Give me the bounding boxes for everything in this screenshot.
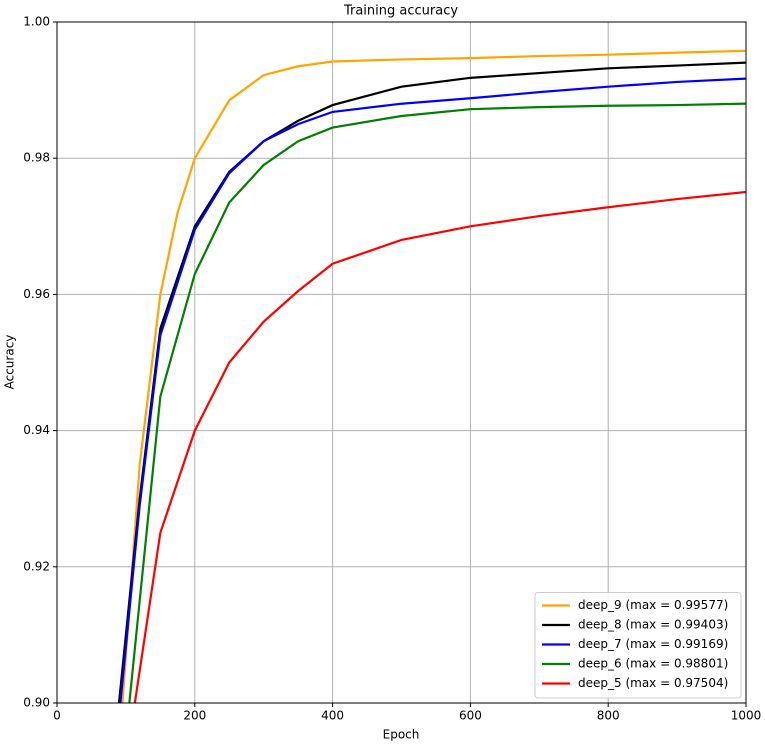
y-tick-label: 0.98 [23, 151, 50, 165]
legend-label: deep_8 (max = 0.99403) [578, 618, 728, 632]
x-tick-label: 200 [183, 709, 206, 723]
plot-frame [56, 21, 747, 704]
x-tick-label: 600 [459, 709, 482, 723]
lines [117, 49, 746, 703]
y-tick-label: 1.00 [23, 15, 50, 29]
series-line [117, 61, 746, 703]
y-tick-label: 0.92 [23, 559, 50, 573]
x-tick-label: 1000 [731, 709, 762, 723]
series-line [128, 102, 746, 703]
legend-label: deep_7 (max = 0.99169) [578, 637, 728, 651]
series-line [133, 190, 746, 703]
chart-title: Training accuracy [343, 4, 458, 19]
y-tick-label: 0.96 [23, 287, 50, 301]
y-axis-label: Accuracy [3, 335, 17, 390]
x-tick-label: 0 [53, 709, 61, 723]
x-tick-label: 400 [321, 709, 344, 723]
series-line [121, 49, 746, 703]
x-axis-label: Epoch [383, 728, 420, 742]
x-tick-label: 800 [597, 709, 620, 723]
legend-label: deep_6 (max = 0.98801) [578, 657, 728, 671]
y-tick-label: 0.90 [23, 696, 50, 710]
series-line [119, 77, 746, 703]
y-tick-label: 0.94 [23, 423, 50, 437]
legend-label: deep_5 (max = 0.97504) [578, 676, 728, 690]
legend: deep_9 (max = 0.99577) deep_8 (max = 0.99… [534, 592, 742, 699]
legend-label: deep_9 (max = 0.99577) [578, 598, 728, 612]
legend-box [534, 592, 742, 699]
